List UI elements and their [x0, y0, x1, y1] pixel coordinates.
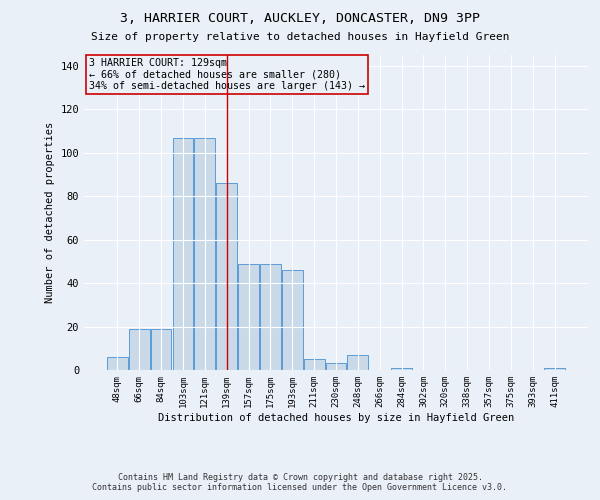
Bar [544, 368, 565, 370]
Bar [194, 138, 215, 370]
Bar [173, 138, 193, 370]
Bar [326, 364, 346, 370]
Bar [151, 328, 172, 370]
Y-axis label: Number of detached properties: Number of detached properties [45, 122, 55, 303]
Text: Contains HM Land Registry data © Crown copyright and database right 2025.
Contai: Contains HM Land Registry data © Crown c… [92, 473, 508, 492]
Text: Size of property relative to detached houses in Hayfield Green: Size of property relative to detached ho… [91, 32, 509, 42]
Bar [238, 264, 259, 370]
Bar [304, 359, 325, 370]
Bar [347, 355, 368, 370]
Bar [282, 270, 302, 370]
Bar [129, 328, 149, 370]
X-axis label: Distribution of detached houses by size in Hayfield Green: Distribution of detached houses by size … [158, 412, 514, 422]
Text: 3 HARRIER COURT: 129sqm
← 66% of detached houses are smaller (280)
34% of semi-d: 3 HARRIER COURT: 129sqm ← 66% of detache… [89, 58, 365, 92]
Text: 3, HARRIER COURT, AUCKLEY, DONCASTER, DN9 3PP: 3, HARRIER COURT, AUCKLEY, DONCASTER, DN… [120, 12, 480, 26]
Bar [107, 357, 128, 370]
Bar [260, 264, 281, 370]
Bar [391, 368, 412, 370]
Bar [216, 183, 237, 370]
